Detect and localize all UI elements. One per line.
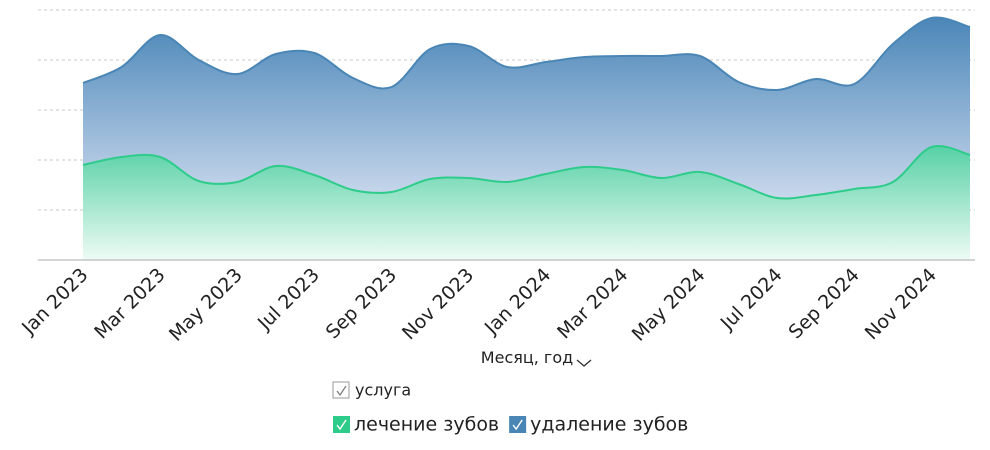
area [83,17,970,199]
x-tick-label: Jul 2023 [253,264,324,335]
dropdown-chevron[interactable] [576,359,592,367]
x-tick-label: Mar 2023 [90,264,169,343]
x-tick-label: Jul 2024 [716,264,787,335]
legend-swatch [333,416,350,433]
x-tick-label: Mar 2024 [553,264,632,343]
x-axis-title: Месяц, год [481,348,573,367]
legend-title-checkbox[interactable] [332,381,350,399]
checkmark [336,385,347,397]
legend-title: услуга [355,381,411,400]
area-line [82,144,971,200]
legend-label: удаление зубов [530,414,688,436]
x-tick-label: Nov 2024 [861,264,941,344]
area-line [82,16,971,92]
x-tick-label: May 2024 [628,264,710,346]
legend-label: лечение зубов [354,414,499,436]
x-tick-label: Jan 2023 [17,264,92,339]
checkmark [512,419,523,431]
x-tick-label: May 2023 [165,264,247,346]
legend: лечение зубов удаление зубов [333,414,688,436]
x-tick-label: Nov 2023 [398,264,478,344]
x-tick-label: Sep 2024 [784,264,863,343]
checkmark [336,419,347,431]
x-tick-label: Sep 2023 [322,264,401,343]
area [83,145,970,260]
x-tick-label: Jan 2024 [480,264,555,339]
legend-swatch [509,416,527,433]
